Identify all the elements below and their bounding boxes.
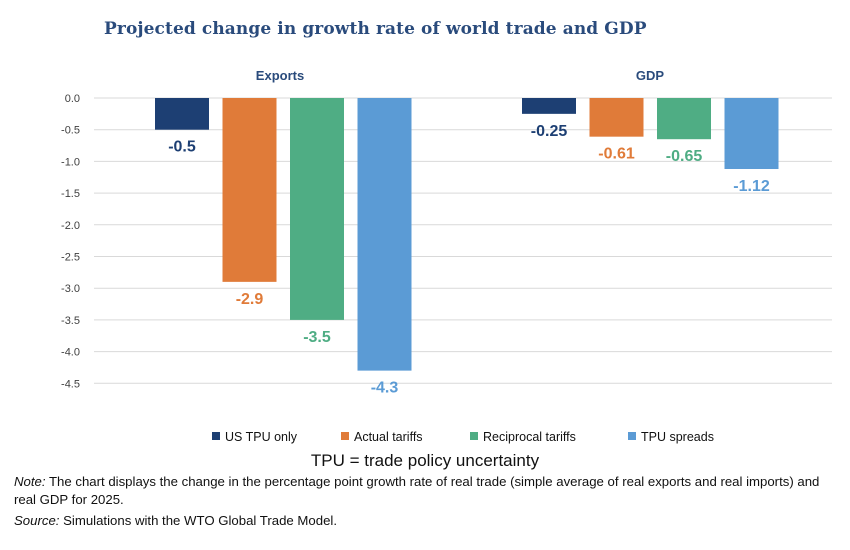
bar [357, 98, 412, 371]
legend-swatch [212, 432, 220, 440]
y-tick-label: -4.0 [61, 347, 80, 359]
legend-label: Actual tariffs [354, 430, 423, 444]
data-label: -0.5 [168, 139, 196, 156]
chart-source: Source: Simulations with the WTO Global … [14, 512, 337, 530]
chart-title: Projected change in growth rate of world… [104, 19, 647, 39]
note-text: The chart displays the change in the per… [14, 474, 820, 507]
legend-swatch [628, 432, 636, 440]
source-text: Simulations with the WTO Global Trade Mo… [59, 513, 337, 528]
data-label: -3.5 [303, 329, 331, 346]
y-tick-label: -1.0 [61, 156, 80, 168]
y-tick-label: -2.5 [61, 252, 80, 264]
bar [222, 98, 277, 282]
legend-swatch [341, 432, 349, 440]
tpu-definition: TPU = trade policy uncertainty [310, 451, 540, 470]
y-tick-label: 0.0 [65, 93, 80, 105]
data-label: -0.61 [598, 146, 635, 163]
y-tick-label: -3.0 [61, 283, 80, 295]
y-tick-label: -4.5 [61, 378, 80, 390]
legend-label: TPU spreads [641, 430, 714, 444]
bar [290, 98, 344, 320]
legend-label: Reciprocal tariffs [483, 430, 576, 444]
bar [155, 98, 209, 130]
y-tick-label: -3.5 [61, 315, 80, 327]
group-label: Exports [256, 68, 304, 83]
bar [657, 98, 711, 140]
chart-note: Note: The chart displays the change in t… [14, 473, 839, 509]
bar [522, 98, 576, 114]
y-tick-label: -0.5 [61, 125, 80, 137]
note-label: Note: [14, 474, 46, 489]
bar [589, 98, 644, 137]
legend-label: US TPU only [225, 430, 298, 444]
data-label: -0.65 [666, 148, 703, 165]
group-label: GDP [636, 68, 665, 83]
bar [724, 98, 779, 170]
source-label: Source: [14, 513, 60, 528]
y-tick-label: -2.0 [61, 220, 80, 232]
data-label: -0.25 [531, 123, 568, 140]
legend-swatch [470, 432, 478, 440]
data-label: -4.3 [371, 380, 399, 397]
data-label: -2.9 [236, 291, 264, 308]
data-label: -1.12 [733, 178, 770, 195]
y-tick-label: -1.5 [61, 188, 80, 200]
